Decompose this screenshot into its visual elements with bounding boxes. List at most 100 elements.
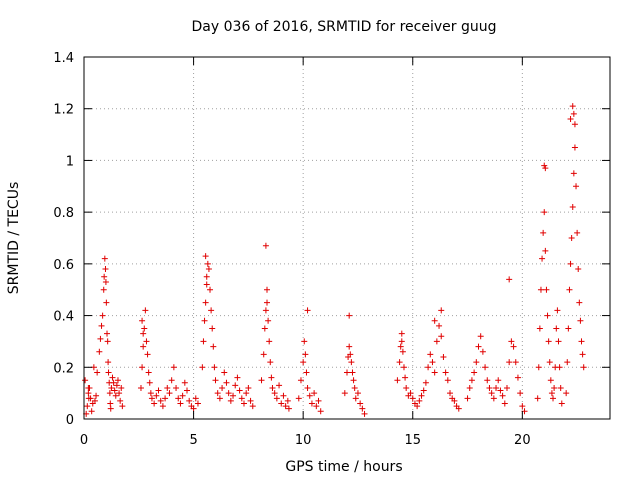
data-point <box>431 369 438 376</box>
data-point <box>352 395 359 402</box>
data-point <box>96 348 103 355</box>
data-point <box>490 395 497 402</box>
data-point <box>313 403 320 410</box>
data-point <box>238 395 245 402</box>
data-point <box>264 299 271 306</box>
data-point <box>361 410 368 417</box>
data-point <box>514 374 521 381</box>
data-point <box>203 281 210 288</box>
data-point <box>202 253 209 260</box>
data-point <box>94 369 101 376</box>
data-point <box>557 384 564 391</box>
data-point <box>104 338 111 345</box>
data-point <box>192 395 199 402</box>
data-point <box>553 325 560 332</box>
data-point <box>211 364 218 371</box>
data-point <box>268 374 275 381</box>
data-point <box>547 377 554 384</box>
data-point <box>102 266 109 273</box>
data-point <box>306 392 313 399</box>
data-points <box>82 103 587 417</box>
data-point <box>201 317 208 324</box>
data-point <box>350 377 357 384</box>
y-tick-label: 0.2 <box>53 361 74 376</box>
data-point <box>88 408 95 415</box>
data-point <box>159 403 166 410</box>
data-point <box>295 395 302 402</box>
data-point <box>93 392 100 399</box>
data-point <box>551 384 558 391</box>
data-point <box>139 364 146 371</box>
data-point <box>282 403 289 410</box>
data-point <box>315 397 322 404</box>
data-point <box>105 369 112 376</box>
data-point <box>569 103 576 110</box>
data-point <box>537 286 544 293</box>
plot-frame <box>83 56 611 420</box>
data-point <box>403 384 410 391</box>
data-point <box>570 110 577 117</box>
data-point <box>199 364 206 371</box>
data-point <box>431 317 438 324</box>
data-point <box>436 322 443 329</box>
data-point <box>203 273 210 280</box>
data-point <box>153 392 160 399</box>
data-point <box>317 408 324 415</box>
data-point <box>264 286 271 293</box>
data-point <box>168 377 175 384</box>
y-tick-label: 0 <box>66 413 74 428</box>
data-point <box>139 317 146 324</box>
data-point <box>503 384 510 391</box>
data-point <box>311 390 318 397</box>
data-point <box>466 384 473 391</box>
data-point <box>265 317 272 324</box>
data-point <box>98 322 105 329</box>
x-tick-label: 5 <box>189 433 197 448</box>
data-point <box>418 392 425 399</box>
data-point <box>438 333 445 340</box>
x-tick-label: 0 <box>80 433 88 448</box>
data-point <box>175 395 182 402</box>
data-point <box>506 359 513 366</box>
data-point <box>464 395 471 402</box>
data-point <box>110 379 117 386</box>
data-point <box>542 247 549 254</box>
data-point <box>140 330 147 337</box>
data-point <box>116 390 123 397</box>
gridlines <box>84 57 610 419</box>
data-point <box>104 330 111 337</box>
data-point <box>399 348 406 355</box>
data-point <box>240 400 247 407</box>
data-point <box>484 377 491 384</box>
y-axis-label: SRMTID / TECUs <box>6 182 22 295</box>
data-point <box>100 286 107 293</box>
data-point <box>148 395 155 402</box>
data-point <box>348 359 355 366</box>
data-point <box>354 390 361 397</box>
x-tick-label: 20 <box>514 433 531 448</box>
data-point <box>230 392 237 399</box>
data-point <box>190 405 197 412</box>
data-point <box>271 390 278 397</box>
data-point <box>212 377 219 384</box>
data-point <box>550 395 557 402</box>
data-point <box>103 299 110 306</box>
data-point <box>396 359 403 366</box>
data-point <box>517 390 524 397</box>
data-point <box>258 377 265 384</box>
data-point <box>105 359 112 366</box>
data-point <box>475 343 482 350</box>
data-point <box>554 307 561 314</box>
data-point <box>140 343 147 350</box>
data-point <box>85 390 92 397</box>
data-point <box>113 382 120 389</box>
data-point <box>202 299 209 306</box>
data-point <box>442 369 449 376</box>
data-point <box>346 312 353 319</box>
data-point <box>219 384 226 391</box>
data-point <box>451 397 458 404</box>
data-point <box>508 338 515 345</box>
data-point <box>440 353 447 360</box>
data-point <box>144 351 151 358</box>
